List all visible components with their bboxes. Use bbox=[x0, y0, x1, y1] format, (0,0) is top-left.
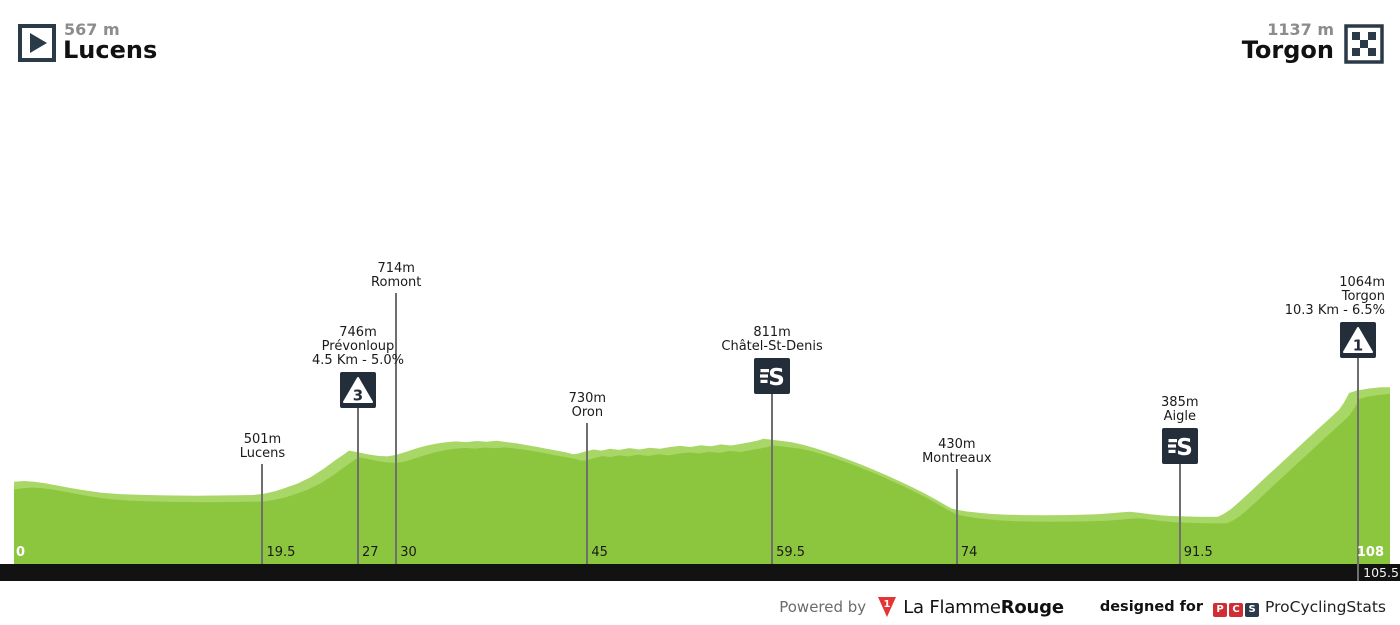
axis-tick-30: 30 bbox=[400, 545, 417, 560]
marker-label-line: 430m bbox=[938, 437, 976, 452]
svg-text:1: 1 bbox=[884, 599, 891, 610]
svg-text:S: S bbox=[1176, 435, 1193, 461]
pcs-letter-box-c: C bbox=[1229, 603, 1244, 617]
marker-label-line: 385m bbox=[1161, 395, 1199, 410]
svg-text:S: S bbox=[768, 365, 785, 391]
axis-tick-45: 45 bbox=[591, 545, 608, 560]
marker-line bbox=[1357, 358, 1360, 581]
sprint-icon: S bbox=[1161, 428, 1198, 464]
marker-label-aigle: 385m Aigle bbox=[1161, 396, 1198, 424]
marker-label-line: Romont bbox=[371, 275, 422, 290]
marker-label-line: 501m bbox=[243, 432, 282, 447]
climb-category-icon: 1 bbox=[1340, 322, 1377, 358]
axis-tick-74: 74 bbox=[960, 545, 978, 560]
marker-line bbox=[261, 464, 264, 564]
finish-flag-icon bbox=[1344, 24, 1384, 64]
climb-category-icon: 3 bbox=[340, 372, 376, 408]
marker-label-line: Lucens bbox=[239, 446, 286, 461]
profile-top-edge bbox=[13, 390, 1391, 524]
marker-label-line: Torgon bbox=[1341, 289, 1385, 304]
marker-label-line: 714m bbox=[377, 261, 415, 276]
la-flamme-rouge-wordmark: La FlammeRouge bbox=[903, 597, 1064, 618]
marker-line bbox=[586, 423, 589, 564]
marker-label-line: Prévonloup bbox=[321, 339, 395, 354]
axis-end-label: 108 bbox=[1356, 545, 1384, 560]
marker-label-line: 1064m bbox=[1339, 275, 1385, 290]
svg-text:3: 3 bbox=[353, 387, 363, 405]
marker-line bbox=[1178, 464, 1181, 564]
procyclingstats-wordmark: ProCyclingStats bbox=[1265, 598, 1386, 616]
marker-label-line: 730m bbox=[568, 391, 607, 406]
marker-label-ch-tel-st-denis: 811m Châtel-St-Denis bbox=[721, 326, 822, 354]
marker-label-line: Aigle bbox=[1163, 409, 1196, 424]
axis-subtick-105.5: 105.5 bbox=[1363, 565, 1399, 580]
marker-label-line: Oron bbox=[571, 405, 604, 420]
start-elevation: 567 m bbox=[64, 20, 120, 39]
marker-label-line: 10.3 Km - 6.5% bbox=[1284, 303, 1385, 318]
finish-elevation: 1137 m bbox=[1267, 20, 1334, 39]
pcs-letter-box-s: S bbox=[1245, 603, 1260, 617]
marker-label-line: Montreaux bbox=[922, 451, 992, 466]
stage-start-icon bbox=[18, 24, 56, 62]
axis-tick-59.5: 59.5 bbox=[776, 545, 806, 560]
marker-line bbox=[771, 394, 774, 564]
marker-label-line: Châtel-St-Denis bbox=[721, 339, 823, 354]
marker-label-line: 746m bbox=[339, 325, 377, 340]
pcs-letter-box-p: P bbox=[1213, 603, 1228, 617]
credits-bar: Powered by 1 La FlammeRouge designed for… bbox=[779, 593, 1386, 621]
marker-label-oron: 730m Oron bbox=[569, 392, 606, 420]
svg-text:1: 1 bbox=[1353, 337, 1363, 355]
marker-label-lucens: 501m Lucens bbox=[240, 433, 285, 461]
marker-line bbox=[357, 408, 359, 564]
sprint-icon: S bbox=[754, 358, 791, 394]
start-name: Lucens bbox=[63, 36, 158, 64]
marker-label-pr-vonloup: 746m Prévonloup 4.5 Km - 5.0% bbox=[312, 326, 404, 368]
axis-tick-91.5: 91.5 bbox=[1183, 545, 1213, 560]
axis-tick-27: 27 bbox=[362, 545, 379, 560]
la-flamme-rouge-icon: 1 bbox=[878, 597, 897, 617]
axis-tick-19.5: 19.5 bbox=[266, 545, 296, 560]
distance-axis-bar bbox=[0, 564, 1400, 581]
marker-label-line: 811m bbox=[753, 325, 791, 340]
lfr-regular: La Flamme bbox=[903, 596, 1001, 618]
marker-label-romont: 714m Romont bbox=[371, 262, 421, 290]
marker-label-montreaux: 430m Montreaux bbox=[922, 438, 991, 466]
marker-label-line: 4.5 Km - 5.0% bbox=[312, 353, 404, 368]
marker-label-torgon: 1064m Torgon 10.3 Km - 6.5% bbox=[1285, 276, 1385, 318]
finish-name: Torgon bbox=[1241, 36, 1334, 64]
marker-line bbox=[395, 293, 398, 564]
axis-start-label: 0 bbox=[16, 545, 26, 560]
powered-by-label: Powered by bbox=[779, 598, 867, 616]
designed-for-label: designed for bbox=[1099, 599, 1204, 615]
marker-line bbox=[955, 469, 958, 564]
lfr-bold: Rouge bbox=[1000, 596, 1064, 618]
